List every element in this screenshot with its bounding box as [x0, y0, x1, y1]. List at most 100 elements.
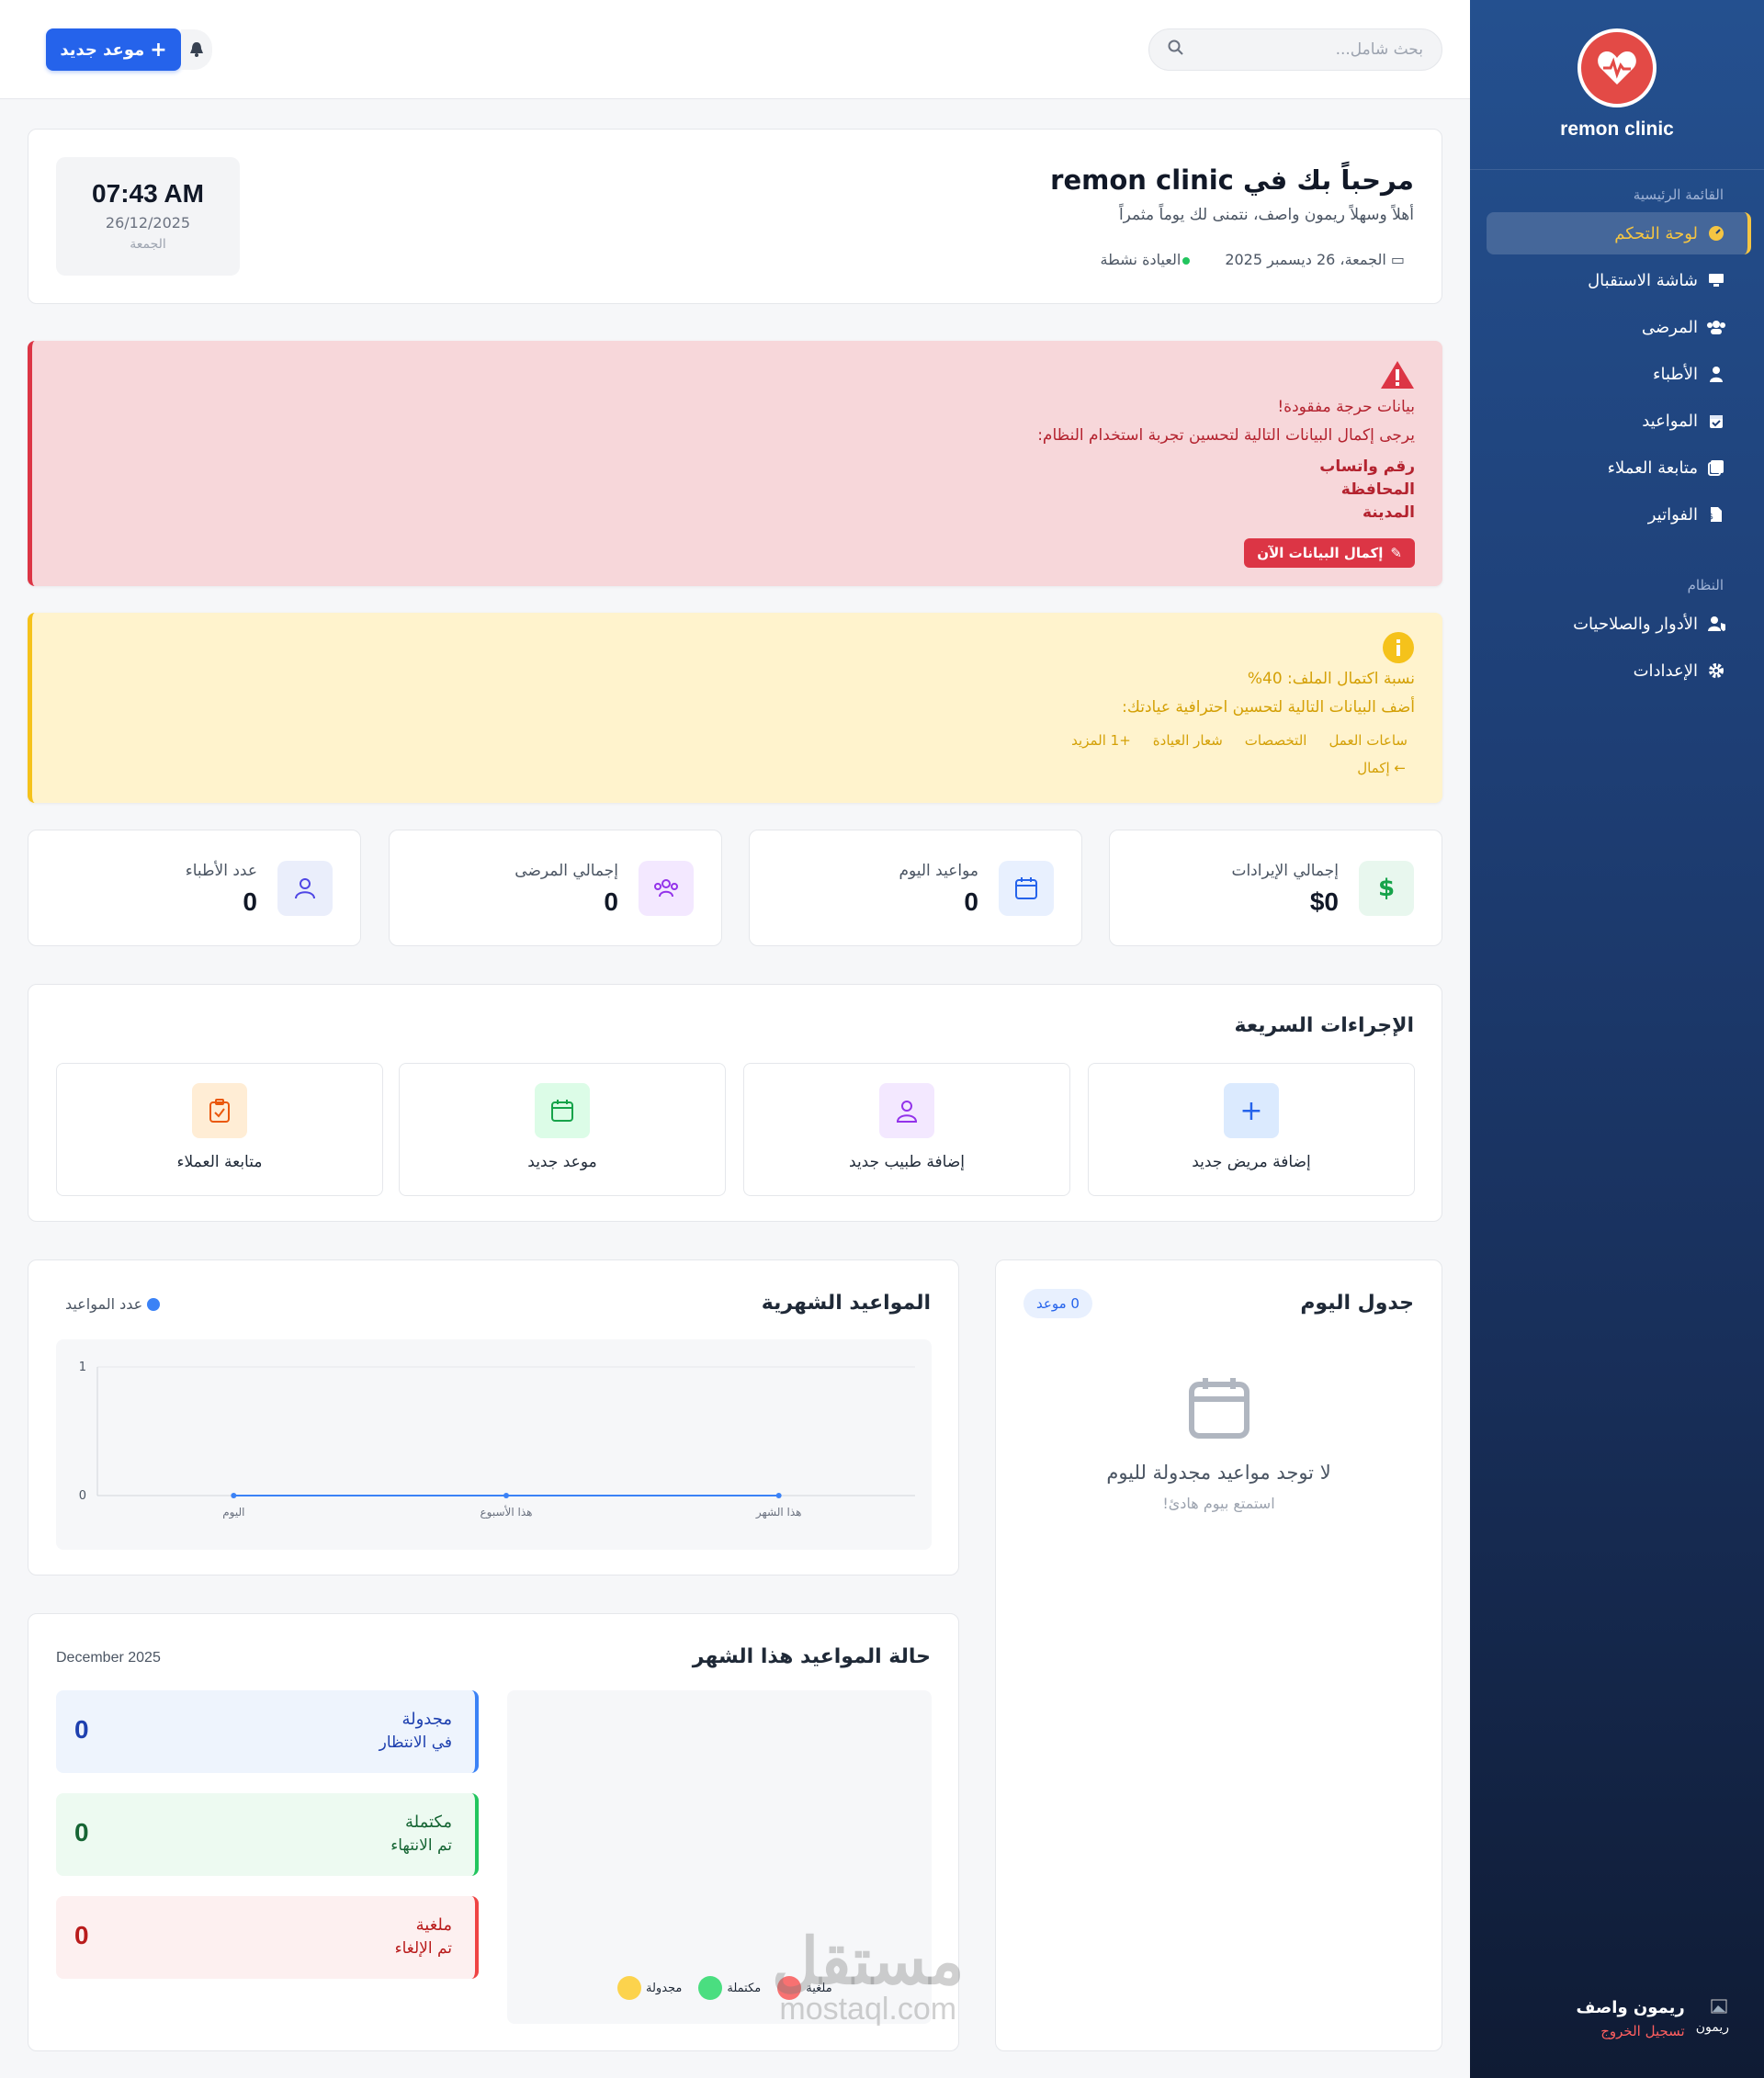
sidebar-item-roles[interactable]: الأدوار والصلاحيات [1487, 603, 1747, 645]
missing-field: المدينة [1362, 503, 1415, 522]
sidebar-item-label: متابعة العملاء [1607, 457, 1698, 478]
user-icon [879, 1083, 934, 1138]
doctor-icon [277, 861, 333, 916]
search-icon [1168, 40, 1184, 61]
gauge-icon [1707, 224, 1725, 243]
stat-value: $0 [1309, 887, 1339, 916]
dollar-icon: $ [1359, 861, 1414, 916]
today-schedule: جدول اليوم 0 موعد لا توجد مواعيد مجدولة … [995, 1259, 1442, 2051]
chip-more: +1 المزيد [1071, 732, 1131, 749]
sidebar-item-label: الفواتير [1647, 504, 1698, 525]
status-sub: في الانتظار [379, 1734, 452, 1752]
follow-icon [1707, 458, 1725, 477]
quick-action-label: موعد جديد [527, 1153, 597, 1171]
monthly-appointments-chart: المواعيد الشهرية عدد المواعيد 1 0 اليوم هذا… [28, 1259, 959, 1575]
line-chart: 1 0 اليوم هذا الأسبوع هذا الشهر [79, 1361, 915, 1519]
search-input[interactable]: بحث شامل... [1148, 28, 1442, 71]
legend-swatch [698, 1976, 723, 2000]
sidebar-item-label: الأطباء [1653, 364, 1698, 384]
data-point [775, 1493, 782, 1498]
legend-label: مكتملة [727, 1981, 762, 1995]
stat-total-patients: إجمالي المرضى 0 [389, 830, 722, 946]
quick-add-patient[interactable]: + إضافة مريض جديد [1088, 1063, 1415, 1196]
sidebar-item-patients[interactable]: المرضى [1487, 306, 1747, 348]
sidebar-item-label: شاشة الاستقبال [1588, 270, 1698, 290]
status-value: 0 [74, 1818, 89, 1846]
quick-add-doctor[interactable]: إضافة طبيب جديد [743, 1063, 1070, 1196]
legend-label: ملغية [806, 1981, 832, 1995]
sidebar-item-appointments[interactable]: المواعيد [1487, 400, 1747, 442]
clinic-status: العيادة نشطة [1101, 251, 1191, 268]
calendar-icon [999, 861, 1054, 916]
users-icon [1707, 318, 1725, 336]
status-value: 0 [74, 1715, 89, 1744]
warning-icon [1380, 359, 1415, 394]
sidebar-item-followup[interactable]: متابعة العملاء [1487, 446, 1747, 489]
new-appointment-button[interactable]: + موعد جديد [46, 28, 181, 71]
pie-legend-item[interactable]: مجدولة [617, 1976, 682, 2000]
clock-date: 26/12/2025 [105, 214, 191, 232]
stat-label: عدد الأطباء [185, 862, 257, 880]
topbar: + موعد جديد بحث شامل... [0, 0, 1470, 99]
invoice-icon: $ [1707, 505, 1725, 524]
missing-field: رقم واتساب [1319, 457, 1415, 476]
sidebar-item-invoices[interactable]: $ الفواتير [1487, 493, 1747, 536]
welcome-meta: ▭ الجمعة، 26 ديسمبر 2025 العيادة نشطة [1101, 251, 1405, 268]
completion-message: أضف البيانات التالية لتحسين احترافية عيا… [1122, 698, 1415, 717]
search-placeholder: بحث شامل... [1335, 40, 1423, 59]
legend-swatch [617, 1976, 641, 2000]
info-icon [1382, 631, 1415, 668]
watermark-latin: mostaql.com [779, 1992, 957, 2027]
legend-swatch [147, 1297, 161, 1311]
chart-legend: عدد المواعيد [65, 1295, 161, 1313]
stat-value: 0 [243, 887, 257, 916]
x-tick-label: هذا الأسبوع [481, 1505, 533, 1519]
sidebar-item-reception[interactable]: شاشة الاستقبال [1487, 259, 1747, 301]
doctor-icon [1707, 365, 1725, 383]
sidebar-item-settings[interactable]: الإعدادات [1487, 649, 1747, 692]
brand: remon clinic [1470, 0, 1764, 170]
arrow-left-icon: ← [1394, 760, 1406, 776]
logout-link[interactable]: تسجيل الخروج [1600, 2023, 1685, 2039]
status-cancelled: ملغية تم الإلغاء 0 [56, 1896, 479, 1979]
heart-pulse-icon [1577, 28, 1657, 107]
sidebar-item-doctors[interactable]: الأطباء [1487, 353, 1747, 395]
complete-link[interactable]: ← إكمال [1357, 760, 1406, 776]
appointments-count-badge: 0 موعد [1023, 1289, 1092, 1318]
nav-section-main: القائمة الرئيسية [1633, 186, 1724, 203]
pie-legend: مجدولة مكتملة ملغية [617, 1976, 832, 2000]
new-appointment-label: موعد جديد [60, 40, 145, 60]
pie-legend-item[interactable]: ملغية [777, 1976, 832, 2000]
x-tick-label: اليوم [222, 1506, 244, 1519]
sidebar-item-label: لوحة التحكم [1614, 223, 1698, 243]
monitor-icon [1707, 271, 1725, 289]
welcome-subtitle: أهلاً وسهلاً ريمون واصف، نتمنى لك يوماً … [1118, 206, 1414, 224]
alert-title: بيانات حرجة مفقودة! [1277, 398, 1415, 416]
complete-data-button[interactable]: ✎ إكمال البيانات الآن [1244, 538, 1415, 568]
stat-today-appointments: مواعيد اليوم 0 [749, 830, 1082, 946]
chart-area: 1 0 اليوم هذا الأسبوع هذا الشهر [56, 1339, 932, 1550]
clock-day: الجمعة [130, 237, 166, 252]
bell-icon[interactable] [181, 29, 212, 70]
stat-revenue: إجمالي الإيرادات $0 $ [1109, 830, 1442, 946]
calendar-icon [535, 1083, 590, 1138]
pie-legend-item[interactable]: مكتملة [698, 1976, 761, 2000]
status-scheduled: مجدولة في الانتظار 0 [56, 1690, 479, 1773]
quick-customer-followup[interactable]: متابعة العملاء [56, 1063, 383, 1196]
status-name: مكتملة [404, 1813, 452, 1832]
user-name: ريمون واصف [1576, 1998, 1685, 2017]
sidebar-item-label: الإعدادات [1633, 661, 1698, 681]
missing-field: المحافظة [1340, 480, 1415, 499]
clock-time: 07:43 AM [92, 179, 204, 208]
brand-name: remon clinic [1560, 119, 1674, 140]
profile-completion-alert: نسبة اكتمال الملف: 40% أضف البيانات التا… [28, 613, 1442, 803]
data-point [503, 1493, 509, 1498]
chip: التخصصات [1244, 732, 1307, 749]
sidebar-item-dashboard[interactable]: لوحة التحكم [1487, 212, 1751, 254]
avatar[interactable]: ريمون [1696, 1998, 1729, 2035]
status-title: حالة المواعيد هذا الشهر [692, 1645, 931, 1668]
chip: شعار العيادة [1152, 732, 1223, 749]
calendar-check-icon [1707, 412, 1725, 430]
stat-value: 0 [964, 887, 978, 916]
quick-new-appointment[interactable]: موعد جديد [399, 1063, 726, 1196]
